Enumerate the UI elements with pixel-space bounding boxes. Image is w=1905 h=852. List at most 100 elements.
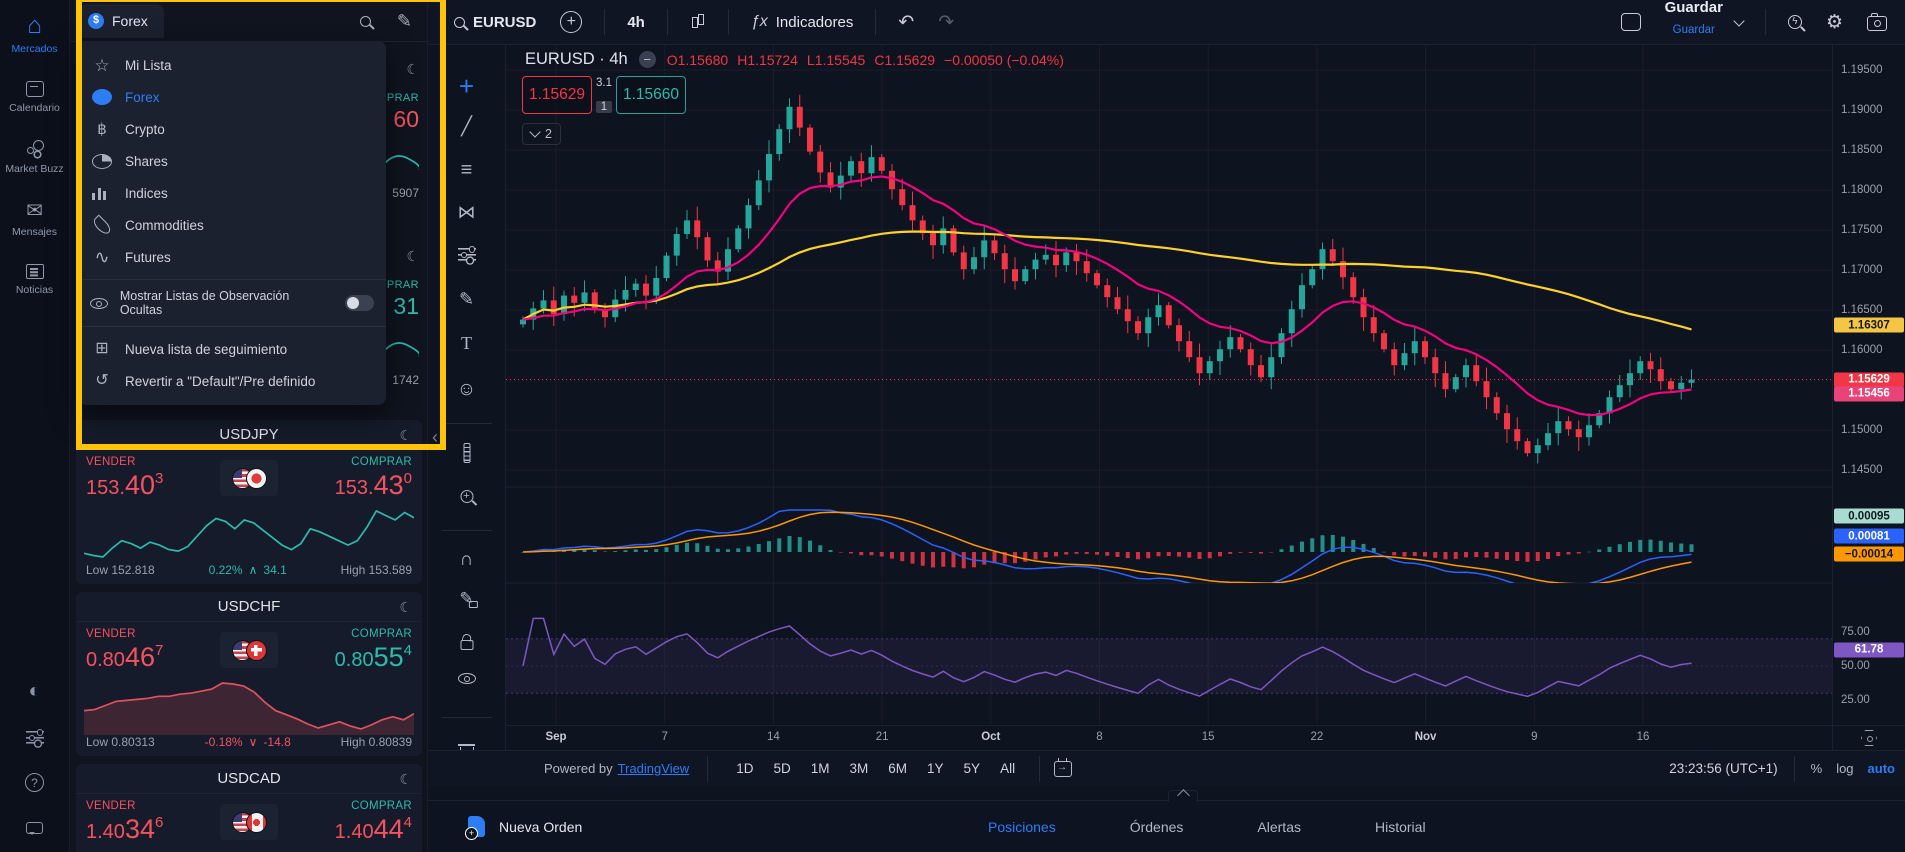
dropdown-item-futures[interactable]: Futures <box>78 241 386 273</box>
theme-contrast-icon[interactable] <box>28 681 40 701</box>
toggle-switch-off[interactable] <box>345 295 374 311</box>
interval-button[interactable]: 4h <box>615 0 657 45</box>
dropdown-item-mi-lista[interactable]: Mi Lista <box>78 49 386 81</box>
price-chart-canvas <box>506 45 1832 725</box>
stay-in-drawing-mode-tool-icon[interactable] <box>459 590 478 608</box>
watchlist-card-usdcad[interactable]: USDCAD VENDER 1.40346 COMPRAR 1.40444 <box>76 764 422 852</box>
indicators-button[interactable]: Indicadores <box>739 0 865 45</box>
new-order-button[interactable]: Nueva Orden <box>465 816 582 840</box>
chat-icon[interactable] <box>26 822 43 835</box>
crosshair-tool-icon[interactable] <box>459 73 474 99</box>
help-icon[interactable] <box>25 773 44 792</box>
zoom-in-tool-icon[interactable] <box>460 490 473 503</box>
preferences-sliders-icon[interactable] <box>25 729 44 745</box>
emoji-tool-icon[interactable] <box>457 380 476 399</box>
tab-historial[interactable]: Historial <box>1374 818 1426 835</box>
quick-search-button[interactable] <box>1776 0 1814 45</box>
settings-button[interactable] <box>1814 0 1855 45</box>
go-to-date-icon[interactable] <box>1054 758 1073 777</box>
expand-panel-button[interactable] <box>1168 789 1198 802</box>
ruler-tool-icon[interactable] <box>463 443 470 463</box>
scroll-corner-icon[interactable] <box>1861 730 1877 746</box>
dropdown-item-forex[interactable]: Forex <box>78 81 386 113</box>
time-axis[interactable]: Sep 7 14 21 Oct 8 15 22 Nov 9 16 <box>506 725 1832 750</box>
chevron-down-icon <box>1733 14 1745 27</box>
range-button-all[interactable]: All <box>1000 761 1016 776</box>
sidebar-item-mercados[interactable]: Mercados <box>0 14 70 55</box>
dropdown-item-commodities[interactable]: Commodities <box>78 209 386 241</box>
collapse-watchlist-button[interactable] <box>428 424 442 450</box>
sidebar-item-market-buzz[interactable]: Market Buzz <box>0 140 70 175</box>
buy-price[interactable]: 0.80554 <box>334 642 412 672</box>
moon-icon[interactable] <box>399 772 412 786</box>
compare-add-button[interactable] <box>548 0 594 45</box>
save-layout-button[interactable]: Guardar Guardar <box>1653 0 1735 45</box>
buy-price[interactable]: 153.430 <box>334 470 412 500</box>
fib-retracement-tool-icon[interactable] <box>461 160 473 180</box>
buy-price[interactable]: 1.40444 <box>334 814 412 844</box>
magnet-tool-icon[interactable] <box>460 550 474 569</box>
sell-price[interactable]: 1.40346 <box>86 814 164 844</box>
tradingview-link[interactable]: TradingView <box>617 761 690 776</box>
axis-corner[interactable] <box>1832 725 1905 750</box>
range-button-1m[interactable]: 1M <box>810 761 830 776</box>
tab-alertas[interactable]: Alertas <box>1257 818 1301 835</box>
moon-icon[interactable] <box>406 249 419 263</box>
percent-scale-button[interactable]: % <box>1810 761 1823 776</box>
obscured-buy-label: PRAR <box>386 92 419 104</box>
hide-drawings-tool-icon[interactable] <box>457 673 476 684</box>
trend-line-tool-icon[interactable] <box>461 117 472 135</box>
symbol-search-button[interactable]: EURUSD <box>442 0 548 45</box>
sidebar-item-calendario[interactable]: Calendario <box>0 81 70 114</box>
dropdown-action-revert-icon[interactable]: Revertir a "Default"/Pre definido <box>78 365 386 397</box>
sidebar-item-mensajes[interactable]: Mensajes <box>0 201 70 238</box>
range-button-5y[interactable]: 5Y <box>963 761 981 776</box>
undo-button[interactable] <box>886 0 926 45</box>
price-axis[interactable]: 1.19500 1.19000 1.18500 1.18000 1.17500 1.170… <box>1832 45 1905 725</box>
layout-button[interactable] <box>1609 0 1653 45</box>
legend-symbol-title[interactable]: EURUSD · 4h <box>525 50 628 68</box>
range-button-3m[interactable]: 3M <box>849 761 869 776</box>
tab-posiciones[interactable]: Posiciones <box>988 818 1056 835</box>
watchlist-search-icon[interactable] <box>359 15 371 27</box>
tab-ordenes[interactable]: Órdenes <box>1129 818 1184 835</box>
sell-price[interactable]: 0.80467 <box>86 642 164 672</box>
range-button-5d[interactable]: 5D <box>773 761 791 776</box>
range-button-1d[interactable]: 1D <box>736 761 754 776</box>
sidebar-item-noticias[interactable]: Noticias <box>0 264 70 296</box>
moon-icon[interactable] <box>399 600 412 614</box>
text-tool-icon[interactable] <box>461 334 472 352</box>
redo-button[interactable] <box>926 0 966 45</box>
indicators-collapse-button[interactable]: 2 <box>522 123 561 145</box>
range-button-1y[interactable]: 1Y <box>927 761 944 776</box>
clock[interactable]: 23:23:56 (UTC+1) <box>1669 761 1778 776</box>
log-scale-button[interactable]: log <box>1836 761 1854 776</box>
sell-price[interactable]: 153.403 <box>86 470 164 500</box>
dropdown-item-crypto[interactable]: Crypto <box>78 113 386 145</box>
watchlist-edit-icon[interactable] <box>397 12 412 30</box>
moon-icon[interactable] <box>406 62 419 76</box>
chart-style-button[interactable] <box>678 0 718 45</box>
forecast-tool-icon[interactable] <box>457 246 476 262</box>
auto-scale-button[interactable]: auto <box>1867 761 1895 776</box>
sell-button[interactable]: 1.15629 <box>522 76 592 114</box>
moon-icon[interactable] <box>399 428 412 442</box>
save-menu-button[interactable] <box>1733 0 1755 45</box>
dropdown-item-indices[interactable]: Indices <box>78 177 386 209</box>
lock-drawings-tool-icon[interactable] <box>460 640 473 650</box>
snapshot-button[interactable] <box>1855 0 1899 45</box>
dropdown-item-shares[interactable]: Shares <box>78 145 386 177</box>
bubbles-icon <box>25 140 45 158</box>
show-hidden-watchlists-toggle-row[interactable]: Mostrar Listas de Observación Ocultas <box>78 286 386 320</box>
watchlist-selector[interactable]: Forex <box>78 3 164 38</box>
sell-label: VENDER <box>86 628 136 640</box>
chart-plot-area[interactable]: EURUSD · 4h O1.15680 H1.15724 L1.15545 C… <box>506 45 1832 725</box>
hide-legend-icon[interactable] <box>638 51 656 68</box>
watchlist-card-usdjpy[interactable]: USDJPY VENDER 153.403 COMPRAR 153.430 Low 152… <box>76 420 422 584</box>
watchlist-card-usdchf[interactable]: USDCHF VENDER 0.80467 COMPRAR 0.80554 Low 0.8… <box>76 592 422 756</box>
xabcd-pattern-tool-icon[interactable] <box>458 203 476 221</box>
range-button-6m[interactable]: 6M <box>888 761 908 776</box>
brush-tool-icon[interactable] <box>459 290 474 308</box>
dropdown-action-new-watchlist-icon[interactable]: Nueva lista de seguimiento <box>78 333 386 365</box>
buy-button[interactable]: 1.15660 <box>616 76 686 114</box>
